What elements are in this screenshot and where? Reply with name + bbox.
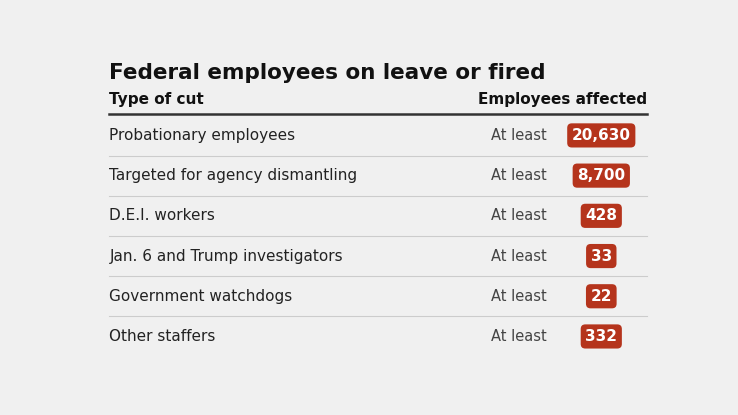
Text: At least: At least [492,329,547,344]
Text: At least: At least [492,249,547,264]
Text: At least: At least [492,208,547,223]
Text: Government watchdogs: Government watchdogs [109,289,293,304]
Text: At least: At least [492,289,547,304]
Text: D.E.I. workers: D.E.I. workers [109,208,215,223]
Text: 20,630: 20,630 [572,128,631,143]
Text: At least: At least [492,128,547,143]
Text: Employees affected: Employees affected [478,92,647,107]
Text: Targeted for agency dismantling: Targeted for agency dismantling [109,168,357,183]
Text: Probationary employees: Probationary employees [109,128,295,143]
Text: Type of cut: Type of cut [109,92,204,107]
Text: 8,700: 8,700 [577,168,625,183]
Text: 332: 332 [585,329,617,344]
Text: 33: 33 [590,249,612,264]
Text: Federal employees on leave or fired: Federal employees on leave or fired [109,63,546,83]
Text: 22: 22 [590,289,612,304]
Text: At least: At least [492,168,547,183]
Text: Jan. 6 and Trump investigators: Jan. 6 and Trump investigators [109,249,343,264]
Text: 428: 428 [585,208,617,223]
Text: Other staffers: Other staffers [109,329,215,344]
